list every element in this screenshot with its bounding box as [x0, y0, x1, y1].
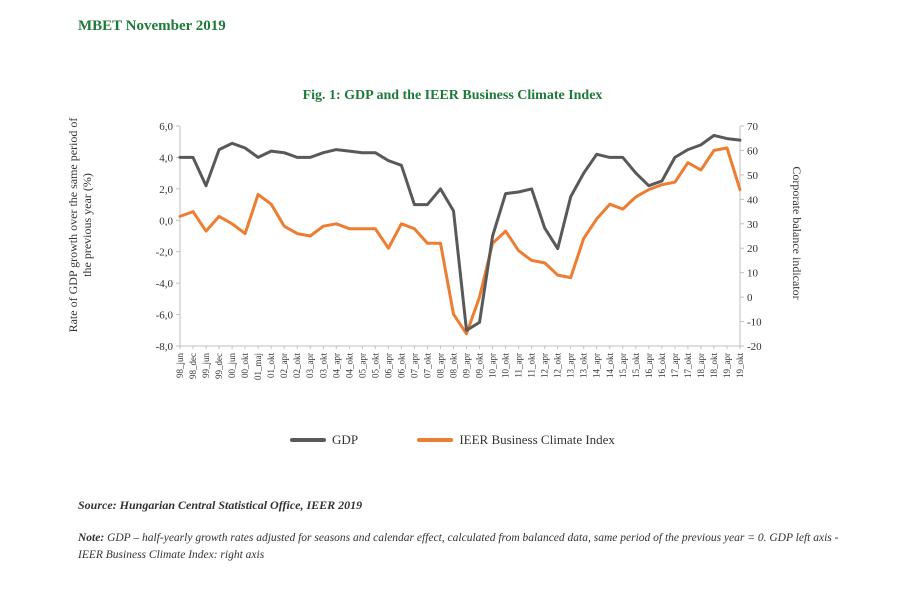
svg-text:03_okt: 03_okt: [318, 353, 328, 379]
svg-text:19_apr: 19_apr: [722, 353, 732, 378]
svg-text:98_dec: 98_dec: [188, 353, 198, 379]
legend-label-ieer: IEER Business Climate Index: [459, 432, 615, 448]
svg-text:50: 50: [747, 170, 759, 182]
note-line: Note: GDP – half-yearly growth rates adj…: [78, 530, 845, 563]
svg-text:60: 60: [747, 145, 759, 157]
svg-text:14_apr: 14_apr: [592, 353, 602, 378]
svg-text:-10: -10: [747, 317, 762, 329]
svg-text:0: 0: [747, 292, 753, 304]
source-line: Source: Hungarian Central Statistical Of…: [78, 498, 362, 513]
svg-text:20: 20: [747, 243, 759, 255]
svg-text:18_okt: 18_okt: [709, 353, 719, 379]
svg-text:03_apr: 03_apr: [305, 353, 315, 378]
svg-text:04_okt: 04_okt: [344, 353, 354, 379]
svg-text:12_okt: 12_okt: [553, 353, 563, 379]
svg-text:-20: -20: [747, 341, 762, 353]
svg-text:16_okt: 16_okt: [657, 353, 667, 379]
svg-text:01_okt: 01_okt: [266, 353, 276, 379]
svg-text:-8,0: -8,0: [156, 341, 174, 353]
svg-text:4,0: 4,0: [159, 152, 173, 164]
y-axis-left-label: Rate of GDP growth over the same period …: [66, 110, 106, 340]
svg-text:07_okt: 07_okt: [422, 353, 432, 379]
figure-title: Fig. 1: GDP and the IEER Business Climat…: [0, 88, 905, 104]
svg-text:13_okt: 13_okt: [579, 353, 589, 379]
document-header: MBET November 2019: [78, 18, 226, 35]
svg-text:-2,0: -2,0: [156, 247, 174, 259]
svg-text:12_apr: 12_apr: [540, 353, 550, 378]
chart-area: -8,0 -6,0 -4,0 -2,0 0,0 2,0 4,0 6,0 -20 -10 0 10 20 3…: [130, 108, 770, 408]
svg-text:01_maj: 01_maj: [253, 353, 263, 380]
svg-text:19_okt: 19_okt: [735, 353, 745, 379]
svg-text:04_apr: 04_apr: [331, 353, 341, 378]
svg-text:08_apr: 08_apr: [435, 353, 445, 378]
svg-text:11_okt: 11_okt: [527, 353, 537, 378]
svg-text:18_apr: 18_apr: [696, 353, 706, 378]
svg-text:00_jun: 00_jun: [227, 353, 237, 379]
legend-item-ieer: IEER Business Climate Index: [417, 432, 615, 448]
svg-text:02_apr: 02_apr: [279, 353, 289, 378]
svg-text:06_okt: 06_okt: [396, 353, 406, 379]
svg-text:0,0: 0,0: [159, 215, 173, 227]
svg-text:99_jun: 99_jun: [201, 353, 211, 379]
y-axis-right-label: Corporate balance indicator: [784, 118, 804, 348]
svg-text:10_okt: 10_okt: [501, 353, 511, 379]
svg-text:00_okt: 00_okt: [240, 353, 250, 379]
note-lead: Note:: [78, 532, 104, 544]
svg-text:10: 10: [747, 268, 759, 280]
svg-text:99_dec: 99_dec: [214, 353, 224, 379]
svg-text:6,0: 6,0: [159, 121, 173, 133]
svg-text:70: 70: [747, 121, 759, 133]
svg-text:15_apr: 15_apr: [618, 353, 628, 378]
svg-text:11_apr: 11_apr: [514, 353, 524, 378]
svg-text:10_apr: 10_apr: [488, 353, 498, 378]
svg-text:05_okt: 05_okt: [370, 353, 380, 379]
svg-text:16_apr: 16_apr: [644, 353, 654, 378]
legend-swatch-gdp: [290, 438, 326, 442]
svg-text:08_okt: 08_okt: [448, 353, 458, 379]
series-ieer: [180, 148, 740, 334]
svg-text:06_apr: 06_apr: [383, 353, 393, 378]
svg-text:05_apr: 05_apr: [357, 353, 367, 378]
legend-item-gdp: GDP: [290, 432, 358, 448]
legend-label-gdp: GDP: [332, 432, 358, 448]
svg-text:40: 40: [747, 194, 759, 206]
page-root: MBET November 2019 Fig. 1: GDP and the I…: [0, 0, 905, 595]
svg-text:15_okt: 15_okt: [631, 353, 641, 379]
svg-text:09_apr: 09_apr: [462, 353, 472, 378]
chart-svg: -8,0 -6,0 -4,0 -2,0 0,0 2,0 4,0 6,0 -20 -10 0 10 20 3…: [130, 108, 770, 408]
note-body: GDP – half-yearly growth rates adjusted …: [78, 532, 838, 561]
svg-text:30: 30: [747, 219, 759, 231]
svg-text:17_okt: 17_okt: [683, 353, 693, 379]
svg-text:-4,0: -4,0: [156, 278, 174, 290]
svg-text:09_okt: 09_okt: [475, 353, 485, 379]
svg-text:98_jun: 98_jun: [175, 353, 185, 379]
svg-text:2,0: 2,0: [159, 184, 173, 196]
legend: GDP IEER Business Climate Index: [0, 430, 905, 448]
svg-text:07_apr: 07_apr: [409, 353, 419, 378]
svg-text:-6,0: -6,0: [156, 310, 174, 322]
svg-text:17_apr: 17_apr: [670, 353, 680, 378]
svg-text:02_okt: 02_okt: [292, 353, 302, 379]
series-gdp: [180, 135, 740, 330]
legend-swatch-ieer: [417, 438, 453, 442]
svg-text:14_okt: 14_okt: [605, 353, 615, 379]
svg-text:13_apr: 13_apr: [566, 353, 576, 378]
